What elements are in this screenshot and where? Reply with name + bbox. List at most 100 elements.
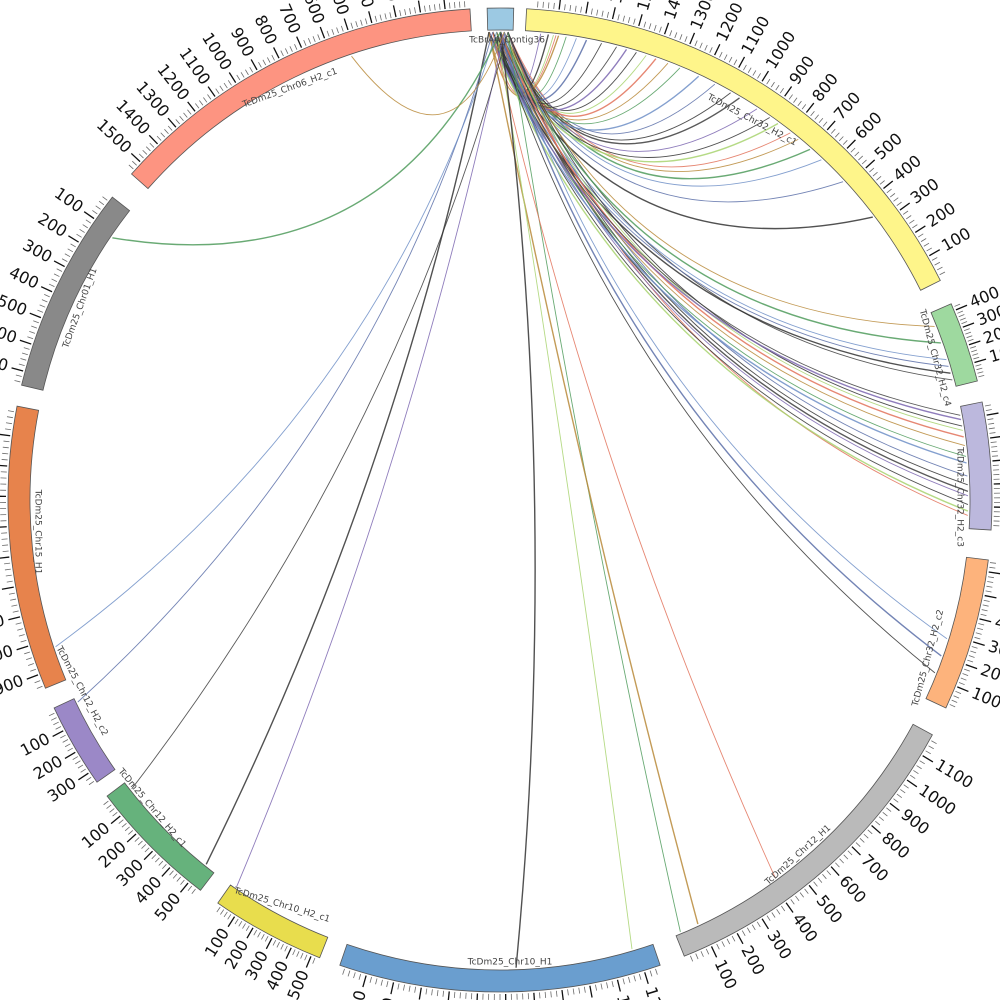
segment-tcdm25-chr10-h2-c1 <box>217 884 329 959</box>
minor-tick <box>180 879 185 885</box>
minor-tick <box>544 991 547 998</box>
minor-tick <box>958 682 965 686</box>
minor-tick <box>987 581 994 583</box>
minor-tick <box>989 566 996 569</box>
tick-label: 200 <box>373 996 398 1000</box>
minor-tick <box>799 892 804 898</box>
minor-tick <box>822 121 828 127</box>
minor-tick <box>312 36 316 42</box>
minor-tick <box>70 243 76 248</box>
minor-tick <box>879 180 885 185</box>
link-tcdm25-chr12-h2-c1 <box>205 31 490 865</box>
minor-tick <box>863 833 869 839</box>
minor-tick <box>236 74 241 81</box>
link-tcdm25-chr12-h2-c2 <box>77 31 494 703</box>
minor-tick <box>861 159 867 165</box>
minor-tick <box>121 822 127 828</box>
major-tick <box>865 159 876 169</box>
segment-tcdm25-chr06-h2-c1 <box>130 8 472 190</box>
minor-tick <box>454 2 456 9</box>
minor-tick <box>923 242 930 247</box>
minor-tick <box>284 945 288 952</box>
minor-tick <box>976 627 983 631</box>
segment-label-tcdm25-chr32-h2-c3: TcDm25_Chr32_H2_c3 <box>955 446 965 547</box>
minor-tick <box>876 176 882 181</box>
tick-label: 700 <box>857 850 892 885</box>
major-tick <box>558 0 561 10</box>
tick-label: 500 <box>0 291 30 320</box>
minor-tick <box>317 34 321 41</box>
minor-tick <box>414 7 416 14</box>
minor-tick <box>793 97 798 103</box>
minor-tick <box>902 210 909 215</box>
minor-tick <box>26 657 32 661</box>
minor-tick <box>627 17 631 24</box>
minor-tick <box>919 760 925 765</box>
tick-label: 800 <box>0 641 15 668</box>
minor-tick <box>284 48 289 55</box>
major-tick <box>846 139 856 149</box>
minor-tick <box>172 873 178 879</box>
minor-tick <box>175 119 180 125</box>
minor-tick <box>939 271 946 276</box>
minor-tick <box>15 622 22 625</box>
minor-tick <box>842 140 848 145</box>
minor-tick <box>353 972 356 979</box>
minor-tick <box>331 28 335 35</box>
minor-tick <box>961 321 968 325</box>
minor-tick <box>85 219 92 224</box>
minor-tick <box>959 317 966 321</box>
major-tick <box>968 340 981 346</box>
minor-tick <box>653 24 657 31</box>
major-tick <box>296 36 303 48</box>
minor-tick <box>169 870 174 876</box>
major-tick <box>29 312 42 319</box>
tick-label: 200 <box>35 209 71 241</box>
minor-tick <box>766 78 771 85</box>
minor-tick <box>596 9 599 16</box>
minor-tick <box>258 62 262 68</box>
segment-tcbra4-contig36 <box>486 7 515 31</box>
minor-tick <box>350 22 354 29</box>
minor-tick <box>207 94 212 100</box>
major-tick <box>0 556 10 559</box>
minor-tick <box>347 970 351 977</box>
minor-tick <box>746 927 751 934</box>
link-tcdm25-chr32-h2-c2 <box>503 31 948 640</box>
minor-tick <box>183 112 188 118</box>
minor-tick <box>167 125 173 131</box>
minor-tick <box>583 986 586 993</box>
minor-tick <box>814 114 819 120</box>
minor-tick <box>151 854 157 860</box>
minor-tick <box>253 929 258 936</box>
minor-tick <box>7 410 15 413</box>
link-tcdm25-chr32-h2-c4 <box>503 31 935 327</box>
minor-tick <box>429 4 431 12</box>
major-tick <box>187 101 196 112</box>
major-tick <box>805 102 815 113</box>
minor-tick <box>843 854 849 860</box>
minor-tick <box>296 951 300 957</box>
minor-tick <box>23 347 30 350</box>
minor-tick <box>795 895 800 901</box>
major-tick <box>736 933 744 945</box>
link-tcdm25-chr10-h1 <box>499 31 536 968</box>
minor-tick <box>18 363 25 366</box>
minor-tick <box>64 743 71 748</box>
minor-tick <box>542 1 544 8</box>
major-tick <box>390 982 395 995</box>
minor-tick <box>2 446 9 449</box>
minor-tick <box>954 303 961 307</box>
minor-tick <box>374 15 378 22</box>
minor-tick <box>369 976 372 983</box>
minor-tick <box>638 973 642 980</box>
minor-tick <box>936 266 943 271</box>
minor-tick <box>991 446 998 448</box>
minor-tick <box>128 164 134 170</box>
major-tick <box>19 339 32 345</box>
major-tick <box>871 825 882 834</box>
minor-tick <box>751 924 756 931</box>
minor-tick <box>611 981 614 988</box>
minor-tick <box>917 233 924 238</box>
major-tick <box>250 59 258 71</box>
